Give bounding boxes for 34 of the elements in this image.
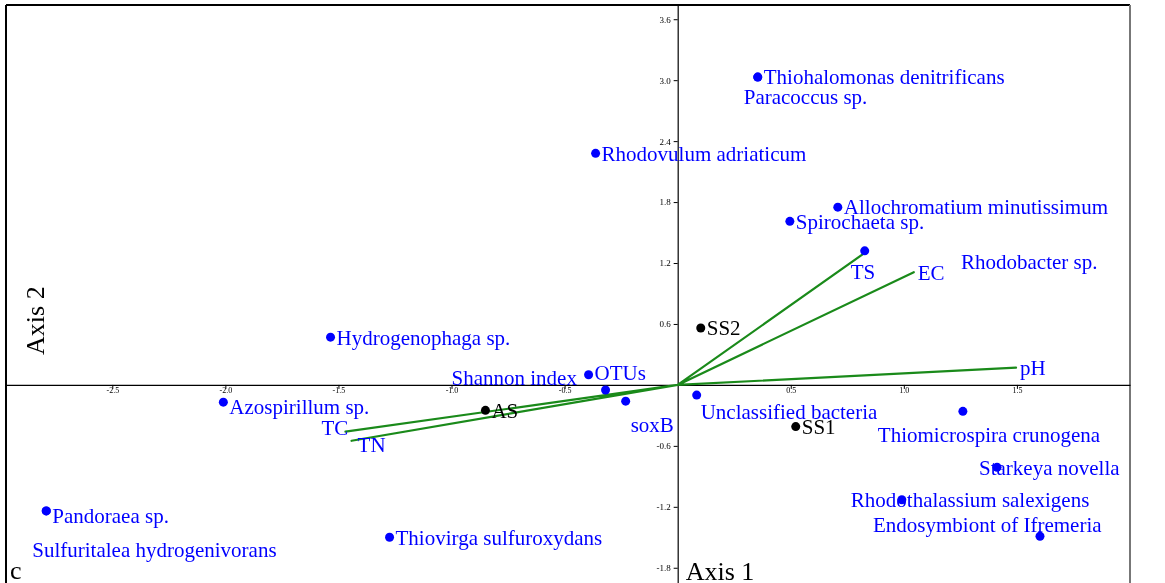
y-tick-label: 0.6 — [659, 319, 672, 330]
y-axis-title: Axis 2 — [21, 286, 50, 355]
data-label: Pandoraea sp. — [52, 504, 169, 529]
data-label: pH — [1020, 356, 1046, 380]
x-tick-label: -0.5 — [558, 385, 572, 395]
data-label: EC — [917, 260, 945, 285]
y-tick-label: -0.6 — [656, 441, 672, 452]
data-label: soxB — [630, 412, 674, 437]
data-label: Endosymbiont of Ifremeria — [872, 512, 1103, 537]
y-tick-label: 3.6 — [659, 14, 672, 25]
x-tick-label: 1.0 — [899, 385, 910, 395]
data-label: Sulfuritalea hydrogenivorans — [32, 538, 277, 563]
y-tick-label: 3.0 — [659, 75, 672, 86]
x-tick-label: -1.5 — [332, 385, 346, 395]
data-label: SS2 — [706, 316, 741, 341]
x-tick-label: 1.5 — [1012, 385, 1023, 395]
data-label: TN — [357, 433, 386, 458]
annotation: Rhodobacter sp. — [961, 250, 1098, 275]
x-tick-label: -2.0 — [219, 385, 233, 395]
y-tick-label: 1.2 — [659, 258, 671, 269]
x-tick-label: 0.5 — [786, 385, 797, 395]
data-label: Thiomicrospira crunogena — [877, 422, 1101, 447]
data-label: TS — [850, 260, 876, 285]
data-label: Hydrogenophaga sp. — [336, 325, 511, 350]
data-label: Starkeya novella — [979, 455, 1121, 480]
x-tick-label: -1.0 — [445, 385, 459, 395]
y-tick-label: 1.8 — [659, 197, 672, 208]
data-label: Thiovirga sulfuroxydans — [395, 525, 603, 550]
data-label: OTUs — [594, 361, 646, 386]
y-tick-label: -1.2 — [656, 502, 671, 513]
x-axis-title: Axis 1 — [685, 557, 755, 583]
annotation: c — [10, 556, 22, 583]
x-tick-label: -2.5 — [106, 385, 120, 395]
y-tick-label: -1.8 — [656, 563, 672, 574]
